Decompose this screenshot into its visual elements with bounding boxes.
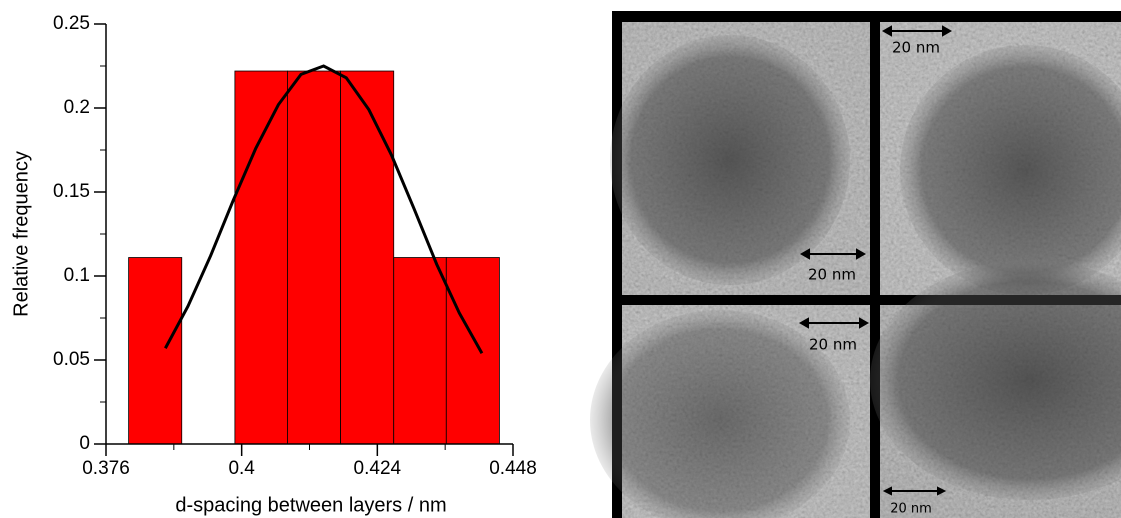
y-tick-label: 0.2 (64, 97, 90, 118)
fit-curve (164, 64, 484, 355)
x-tick-label: 0.4 (228, 458, 255, 479)
panel (880, 22, 1121, 295)
y-tick-label: 0 (79, 433, 90, 454)
x-axis-title: d-spacing between layers / nm (175, 494, 446, 516)
panel (590, 305, 870, 518)
bar (234, 70, 288, 445)
scale-bars (798, 25, 953, 496)
x-tick-label: 0.448 (489, 458, 537, 479)
y-tick-label: 0.1 (64, 265, 90, 286)
x-tick-label: 0.424 (354, 458, 402, 479)
bar (287, 70, 341, 445)
x-tick-label: 0.376 (82, 458, 130, 479)
bar (128, 257, 183, 445)
bar (393, 257, 447, 445)
y-tick-label: 0.05 (53, 349, 90, 370)
scale-label: 20 nm (892, 39, 940, 57)
scale-label: 20 nm (809, 336, 857, 354)
scale-label: 20 nm (808, 266, 856, 284)
panel (870, 260, 1121, 518)
y-axis-title: Relative frequency (10, 151, 32, 317)
y-tick-label: 0.15 (53, 181, 90, 202)
y-tick-label: 0.25 (53, 13, 90, 34)
bar (340, 70, 395, 445)
panel (610, 22, 870, 295)
micrograph-grid: 20 nm 20 nm 20 nm 20 nm (590, 11, 1121, 518)
scale-label: 20 nm (890, 502, 932, 517)
bar (445, 257, 500, 445)
